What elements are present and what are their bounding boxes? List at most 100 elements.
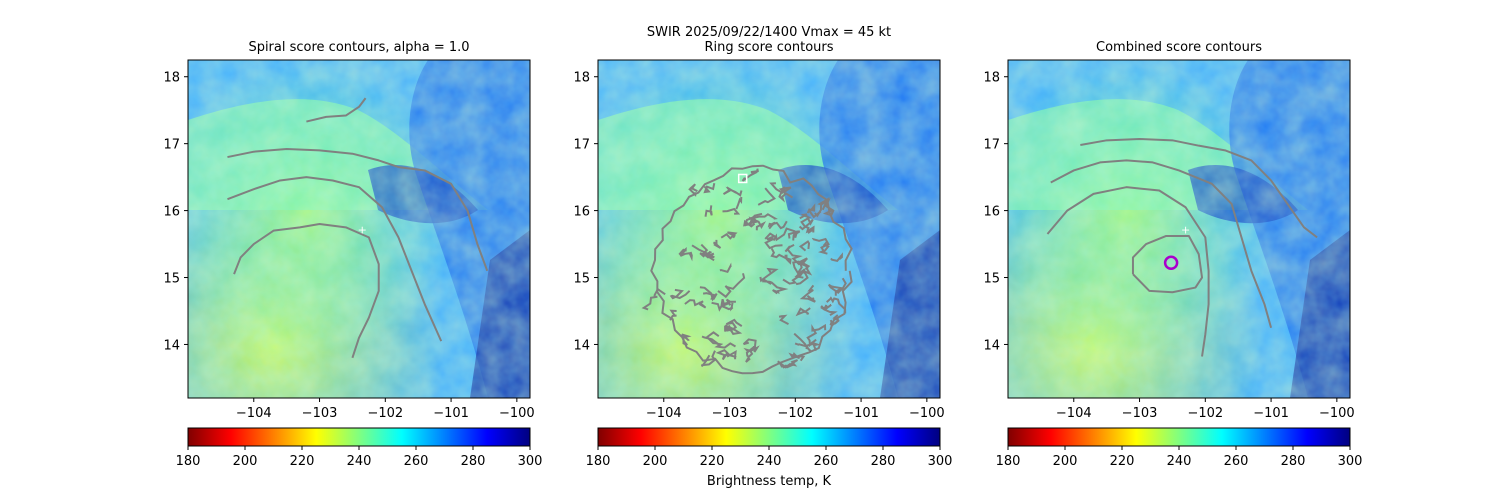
circle-marker bbox=[1163, 255, 1179, 271]
y-tick-label: 14 bbox=[163, 338, 180, 353]
colorbar-tick-label: 180 bbox=[586, 454, 611, 469]
y-tick-label: 14 bbox=[573, 338, 590, 353]
figure-title: SWIR 2025/09/22/1400 Vmax = 45 kt bbox=[647, 25, 891, 40]
panel-3-title: Combined score contours bbox=[1096, 40, 1262, 55]
colorbar-tick-label: 280 bbox=[1281, 454, 1306, 469]
colorbar-tick-label: 260 bbox=[814, 454, 839, 469]
y-tick-label: 16 bbox=[573, 205, 590, 220]
center-marker: + bbox=[1181, 223, 1190, 236]
y-tick-label: 15 bbox=[573, 272, 590, 287]
contour-line bbox=[784, 363, 794, 369]
panel-3: Combined score contours + −104 −103 −102 −101… bbox=[983, 40, 1362, 469]
contour-line bbox=[704, 205, 713, 217]
contour-line bbox=[1050, 159, 1273, 328]
contour-line bbox=[778, 314, 789, 325]
contour-line bbox=[227, 148, 489, 272]
x-tick-label: −104 bbox=[1056, 406, 1092, 421]
panel-2-title: Ring score contours bbox=[704, 40, 833, 55]
contour-line bbox=[1046, 186, 1210, 357]
colorbar-tick-label: 180 bbox=[176, 454, 201, 469]
x-tick-label: −103 bbox=[712, 406, 748, 421]
contour-line bbox=[812, 237, 830, 253]
colorbar-tick-label: 220 bbox=[290, 454, 315, 469]
contour-line bbox=[722, 186, 743, 197]
contour-line bbox=[669, 309, 677, 321]
contour-line bbox=[761, 278, 789, 295]
contour-line bbox=[701, 350, 717, 367]
contour-line bbox=[798, 240, 811, 252]
contour-line bbox=[723, 324, 743, 336]
x-tick-label: −104 bbox=[646, 406, 682, 421]
contour-line bbox=[720, 298, 736, 308]
contour-line bbox=[233, 222, 380, 359]
y-tick-label: 17 bbox=[163, 138, 180, 153]
contour-line bbox=[819, 304, 838, 316]
x-tick-label: −103 bbox=[302, 406, 338, 421]
colorbar-tick-label: 200 bbox=[643, 454, 668, 469]
colorbar-tick-label: 280 bbox=[871, 454, 896, 469]
contour-line bbox=[711, 301, 734, 312]
contour-line bbox=[684, 299, 707, 309]
colorbar bbox=[1007, 427, 1351, 447]
contour-line bbox=[799, 284, 816, 303]
satellite-image bbox=[1008, 60, 1350, 398]
colorbar-tick-label: 200 bbox=[1053, 454, 1078, 469]
y-tick-label: 18 bbox=[983, 71, 1000, 86]
contour-line bbox=[743, 216, 767, 231]
contour-line bbox=[784, 243, 808, 268]
y-tick-label: 17 bbox=[573, 138, 590, 153]
center-marker: + bbox=[358, 223, 367, 236]
colorbar-tick-label: 300 bbox=[518, 454, 543, 469]
contour-line bbox=[770, 247, 792, 265]
x-tick-label: −100 bbox=[499, 406, 535, 421]
colorbar-tick-label: 260 bbox=[404, 454, 429, 469]
contour-line bbox=[745, 346, 755, 363]
panel-1: Spiral score contours, alpha = 1.0 + −104 −… bbox=[163, 40, 542, 469]
contour-line bbox=[725, 318, 743, 331]
colorbar-tick-label: 300 bbox=[928, 454, 953, 469]
contour-line bbox=[778, 186, 794, 203]
contour-line bbox=[826, 296, 847, 314]
contour-line bbox=[759, 267, 779, 283]
contour-line bbox=[306, 97, 367, 123]
contour-line bbox=[798, 217, 814, 231]
x-tick-label: −100 bbox=[909, 406, 945, 421]
contour-line bbox=[794, 270, 809, 286]
colorbar-tick-label: 300 bbox=[1338, 454, 1363, 469]
x-tick-label: −101 bbox=[433, 406, 469, 421]
colorbar-tick-label: 180 bbox=[996, 454, 1021, 469]
y-tick-label: 15 bbox=[983, 272, 1000, 287]
contour-line bbox=[772, 227, 799, 242]
y-tick-label: 18 bbox=[163, 71, 180, 86]
axes-frame bbox=[187, 59, 531, 399]
colorbar-tick-label: 240 bbox=[347, 454, 372, 469]
colorbar-tick-label: 240 bbox=[1167, 454, 1192, 469]
axes-frame bbox=[597, 59, 941, 399]
colorbar-tick-label: 220 bbox=[1110, 454, 1135, 469]
x-tick-label: −103 bbox=[1122, 406, 1158, 421]
contour-line bbox=[1080, 137, 1318, 239]
y-tick-label: 15 bbox=[163, 272, 180, 287]
x-tick-label: −101 bbox=[843, 406, 879, 421]
colorbar-tick-label: 240 bbox=[757, 454, 782, 469]
contour-line bbox=[767, 220, 788, 230]
contour-line bbox=[706, 331, 737, 349]
contour-line bbox=[719, 262, 732, 273]
x-tick-label: −104 bbox=[236, 406, 272, 421]
colorbar bbox=[597, 427, 941, 447]
x-tick-label: −102 bbox=[367, 406, 403, 421]
contour-line bbox=[722, 207, 741, 215]
satellite-image bbox=[598, 60, 940, 398]
panel-2: Ring score contours −104 −103 −102 −101 −100 1… bbox=[573, 40, 952, 469]
contour-line bbox=[817, 240, 830, 255]
contour-line bbox=[227, 176, 443, 342]
contour-line bbox=[702, 251, 715, 262]
colorbar-tick-label: 260 bbox=[1224, 454, 1249, 469]
contour-line bbox=[1131, 235, 1204, 294]
contour-line bbox=[830, 252, 843, 263]
contour-line bbox=[678, 247, 693, 262]
contour-line bbox=[757, 187, 776, 206]
colorbar-tick-label: 220 bbox=[700, 454, 725, 469]
colorbar-tick-label: 280 bbox=[461, 454, 486, 469]
